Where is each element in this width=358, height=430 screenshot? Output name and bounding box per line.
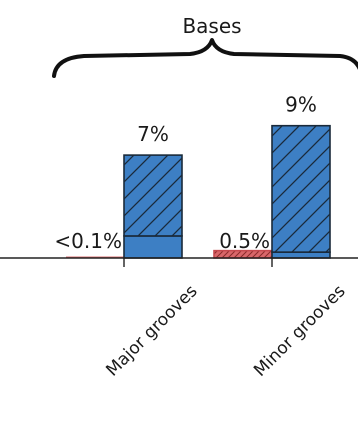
value-labels-group: <0.1% 7% 0.5% 9% (54, 93, 316, 253)
value-label-major-grooves-series-0: <0.1% (54, 229, 122, 253)
bar-hatch-minor-grooves-series-1-seg-1 (272, 125, 330, 253)
x-tick-label-major: Major grooves (102, 281, 201, 380)
value-label-major-grooves-series-1: 7% (137, 122, 169, 146)
bar-outline-major-grooves-series-1-seg-1 (123, 154, 183, 237)
bar-hatch-minor-grooves-series-0 (214, 250, 272, 258)
value-label-minor-grooves-series-0: 0.5% (219, 229, 270, 253)
bar-minor-grooves-series-1-seg-0 (272, 252, 330, 258)
bar-outline-minor-grooves-series-1-seg-1 (271, 124, 331, 253)
bar-hatch-major-grooves-series-1-seg-1 (124, 155, 182, 236)
bar-major-grooves-series-1-seg-0 (124, 235, 182, 258)
x-tick-label-minor: Minor grooves (250, 281, 349, 380)
title-brace (52, 38, 358, 78)
value-label-minor-grooves-series-1: 9% (285, 93, 317, 117)
chart-title: Bases (182, 14, 241, 38)
